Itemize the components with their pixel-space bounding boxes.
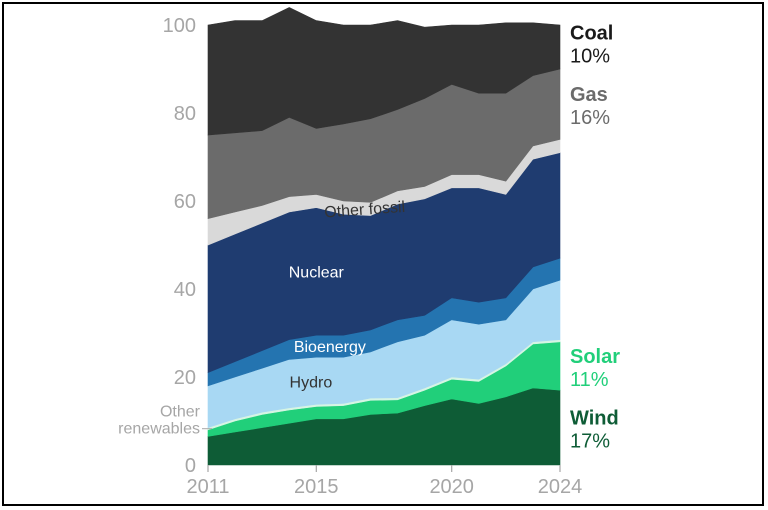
end-label-wind-pct: 17% bbox=[570, 431, 610, 453]
end-label-gas-pct: 16% bbox=[570, 107, 610, 129]
area-layers bbox=[207, 7, 561, 466]
y-tick-label: 80 bbox=[174, 103, 196, 125]
y-tick-label: 100 bbox=[163, 15, 196, 37]
y-tick-label: 0 bbox=[185, 455, 196, 477]
x-tick-label: 2020 bbox=[429, 476, 474, 498]
end-label-gas-name: Gas bbox=[570, 84, 608, 106]
label-nuclear: Nuclear bbox=[289, 264, 345, 281]
label-other-fossil: Other fossil bbox=[324, 199, 406, 222]
x-tick-label: 2011 bbox=[186, 476, 229, 498]
y-tick-label: 20 bbox=[174, 367, 196, 389]
label-bioenergy: Bioenergy bbox=[294, 339, 366, 356]
label-other-renewables-line1: Other bbox=[160, 404, 201, 421]
end-label-coal-name: Coal bbox=[570, 23, 613, 45]
series-labels: Other fossil Nuclear Bioenergy Hydro Otherre… bbox=[118, 23, 620, 453]
label-hydro: Hydro bbox=[290, 374, 333, 391]
end-label-solar-pct: 11% bbox=[570, 369, 609, 391]
x-tick-label: 2015 bbox=[294, 476, 339, 498]
end-label-solar-name: Solar bbox=[570, 346, 620, 368]
end-label-coal-pct: 10% bbox=[570, 46, 610, 68]
area-coal bbox=[207, 7, 561, 136]
end-label-wind-name: Wind bbox=[570, 408, 619, 430]
y-tick-label: 60 bbox=[174, 191, 196, 213]
x-tick-label: 2024 bbox=[538, 476, 583, 498]
label-other-renewables-line2: renewables bbox=[118, 421, 200, 438]
y-tick-label: 40 bbox=[174, 279, 196, 301]
axis-ticks: 0 20 40 60 80 100 2011 2015 2020 2024 bbox=[163, 15, 583, 498]
